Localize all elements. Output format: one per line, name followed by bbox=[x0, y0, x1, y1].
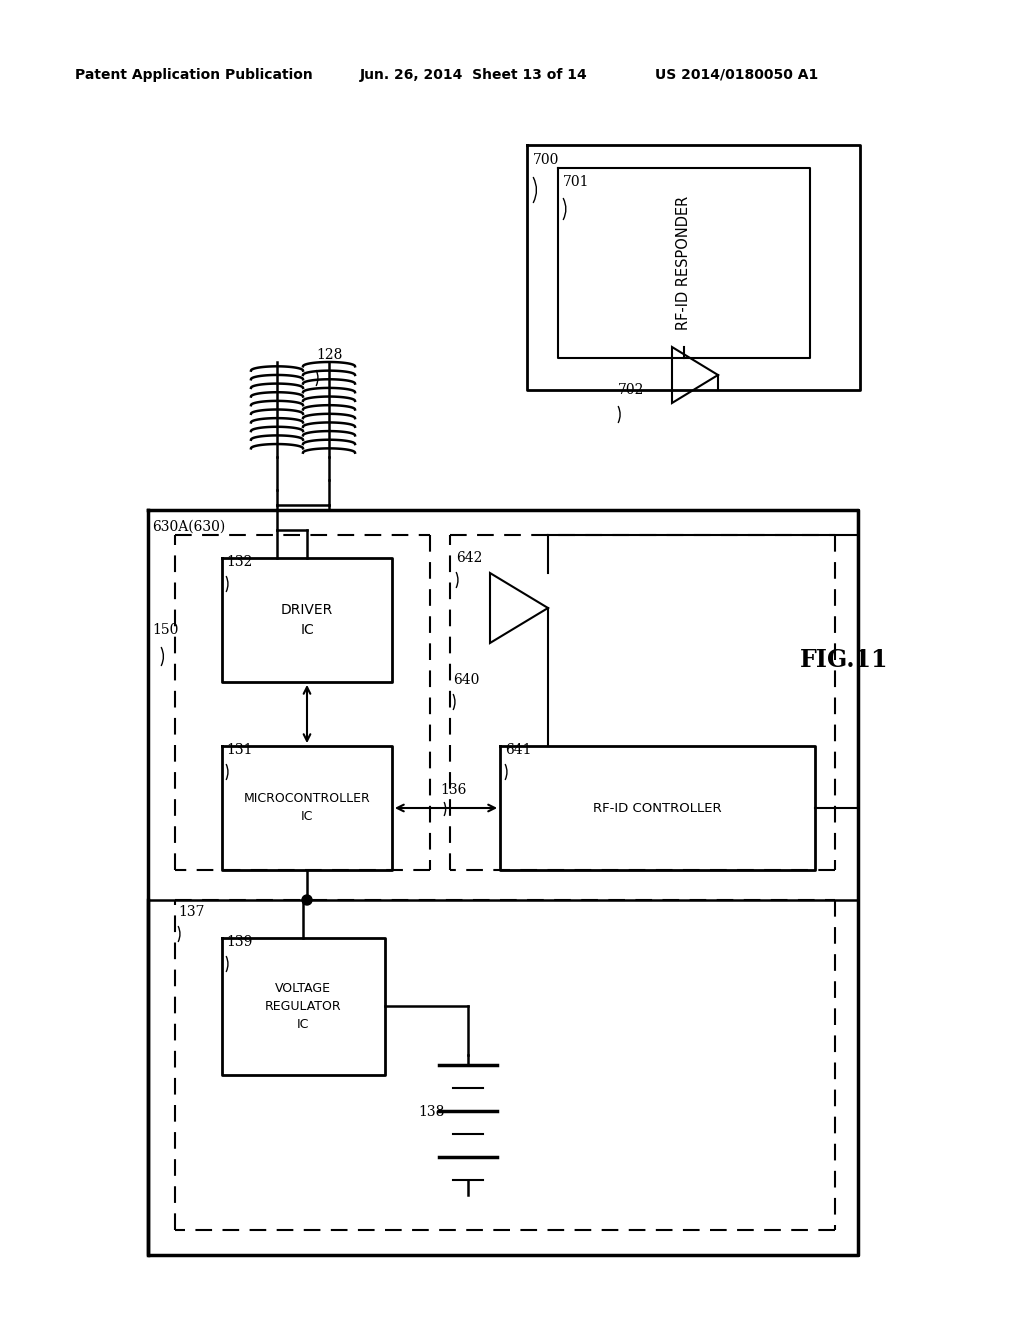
Text: 700: 700 bbox=[534, 153, 559, 168]
Text: RF-ID CONTROLLER: RF-ID CONTROLLER bbox=[593, 801, 721, 814]
Text: 701: 701 bbox=[563, 176, 590, 189]
Circle shape bbox=[302, 895, 312, 906]
Text: 640: 640 bbox=[453, 673, 479, 686]
Text: 150: 150 bbox=[152, 623, 178, 638]
Text: 642: 642 bbox=[456, 550, 482, 565]
Text: Patent Application Publication: Patent Application Publication bbox=[75, 69, 312, 82]
Text: 128: 128 bbox=[316, 348, 342, 362]
Text: 136: 136 bbox=[440, 783, 466, 797]
Text: 137: 137 bbox=[178, 906, 205, 919]
Text: 132: 132 bbox=[226, 554, 252, 569]
Text: 139: 139 bbox=[226, 935, 252, 949]
Text: MICROCONTROLLER
IC: MICROCONTROLLER IC bbox=[244, 792, 371, 824]
Text: Jun. 26, 2014  Sheet 13 of 14: Jun. 26, 2014 Sheet 13 of 14 bbox=[360, 69, 588, 82]
Text: VOLTAGE
REGULATOR
IC: VOLTAGE REGULATOR IC bbox=[264, 982, 341, 1031]
Text: 138: 138 bbox=[418, 1105, 444, 1119]
Text: DRIVER
IC: DRIVER IC bbox=[281, 603, 333, 636]
Text: 630A(630): 630A(630) bbox=[152, 520, 225, 535]
Text: 702: 702 bbox=[618, 383, 644, 397]
Text: 641: 641 bbox=[505, 743, 531, 756]
Text: RF-ID RESPONDER: RF-ID RESPONDER bbox=[677, 195, 691, 330]
Text: 131: 131 bbox=[226, 743, 253, 756]
Text: US 2014/0180050 A1: US 2014/0180050 A1 bbox=[655, 69, 818, 82]
Text: FIG.11: FIG.11 bbox=[800, 648, 889, 672]
